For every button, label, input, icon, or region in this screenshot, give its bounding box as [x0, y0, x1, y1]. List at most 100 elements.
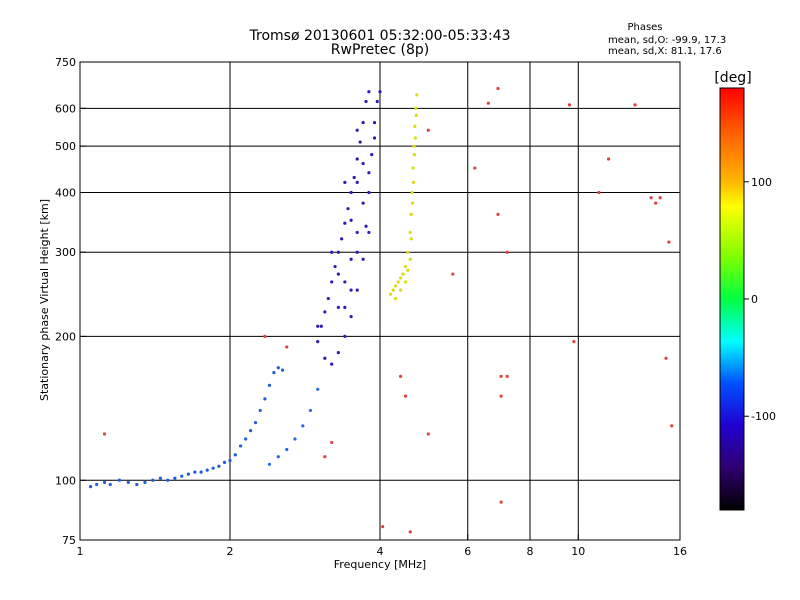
data-point [409, 212, 413, 216]
data-point [654, 201, 658, 205]
data-point [143, 480, 147, 484]
data-point [233, 453, 237, 457]
data-point [249, 429, 253, 433]
data-point [301, 424, 305, 428]
data-point [367, 171, 371, 175]
data-point [572, 340, 576, 344]
data-point [267, 462, 272, 466]
stats-heading: Phases [627, 22, 662, 33]
data-point [126, 480, 130, 484]
data-point [117, 478, 122, 482]
data-point [276, 366, 280, 370]
data-point [361, 201, 365, 205]
data-point [367, 230, 371, 235]
data-point [343, 180, 347, 184]
x-tick-label: 4 [377, 545, 384, 558]
data-point [408, 257, 412, 261]
data-point [426, 128, 430, 132]
data-point [186, 472, 190, 476]
colorbar [719, 87, 745, 511]
data-point [378, 90, 382, 94]
data-point [316, 340, 320, 344]
y-tick-label: 400 [55, 186, 76, 199]
data-point [394, 284, 398, 288]
data-point [349, 190, 353, 195]
data-point [343, 221, 347, 225]
data-point [135, 482, 139, 487]
data-point [412, 144, 416, 148]
colorbar-ticks: 100 0 -100 [744, 176, 776, 423]
data-point [567, 103, 572, 107]
data-point [413, 136, 417, 140]
data-point [361, 257, 365, 261]
data-point [355, 250, 359, 254]
data-point [473, 166, 477, 170]
data-point [499, 394, 503, 398]
data-point [173, 476, 177, 480]
data-point [399, 288, 403, 292]
data-point [367, 90, 371, 94]
data-point [95, 482, 99, 487]
data-point [349, 218, 353, 222]
data-point [349, 257, 353, 261]
data-point [88, 485, 93, 489]
data-point [406, 268, 410, 272]
data-point [391, 288, 395, 292]
chart-title: Tromsø 20130601 05:32:00-05:33:43 [249, 28, 511, 44]
y-axis-label: Stationary phase Virtual Height [km] [38, 199, 51, 401]
data-point [408, 530, 412, 534]
y-tick-label: 600 [55, 102, 76, 115]
y-tick-label: 300 [55, 246, 76, 259]
data-point [330, 250, 334, 254]
data-point [388, 292, 393, 296]
data-point [336, 272, 340, 276]
data-point [394, 296, 398, 301]
data-point [361, 121, 365, 125]
x-tick-label: 16 [673, 545, 687, 558]
data-point [166, 478, 170, 482]
data-point [244, 437, 248, 441]
data-point [415, 93, 419, 97]
y-tick-label: 100 [55, 474, 76, 487]
data-point [346, 207, 350, 211]
data-point [263, 397, 267, 401]
data-point [211, 466, 215, 470]
data-point [355, 128, 359, 132]
data-point [217, 464, 221, 468]
data-point [381, 525, 385, 529]
data-point [403, 264, 408, 269]
data-point [323, 455, 327, 459]
data-point [403, 280, 408, 284]
data-point [426, 432, 430, 436]
data-point [649, 196, 653, 200]
data-point [505, 374, 509, 378]
data-points [88, 86, 674, 534]
data-point [102, 480, 107, 484]
data-point [272, 370, 276, 375]
data-point [199, 470, 203, 474]
data-point [358, 140, 362, 144]
data-point [336, 250, 340, 254]
y-tick-label: 200 [55, 330, 76, 343]
data-point [413, 124, 417, 128]
data-point [406, 250, 410, 254]
y-tick-label: 750 [55, 56, 76, 69]
data-point [355, 288, 359, 292]
data-point [276, 455, 280, 459]
data-point [333, 264, 337, 269]
x-tick-label: 10 [571, 545, 585, 558]
data-point [412, 153, 417, 157]
data-point [486, 101, 490, 105]
data-point [370, 153, 374, 157]
data-point [336, 305, 340, 309]
data-point [340, 237, 344, 241]
data-point [102, 432, 107, 436]
colorbar-tick-label: 0 [751, 293, 758, 306]
data-point [410, 201, 415, 205]
x-axis-label: Frequency [MHz] [334, 558, 426, 571]
data-point [411, 166, 415, 170]
data-point [316, 387, 320, 391]
colorbar-label: [deg] [714, 70, 751, 86]
data-point [343, 305, 347, 309]
data-point [499, 374, 503, 378]
